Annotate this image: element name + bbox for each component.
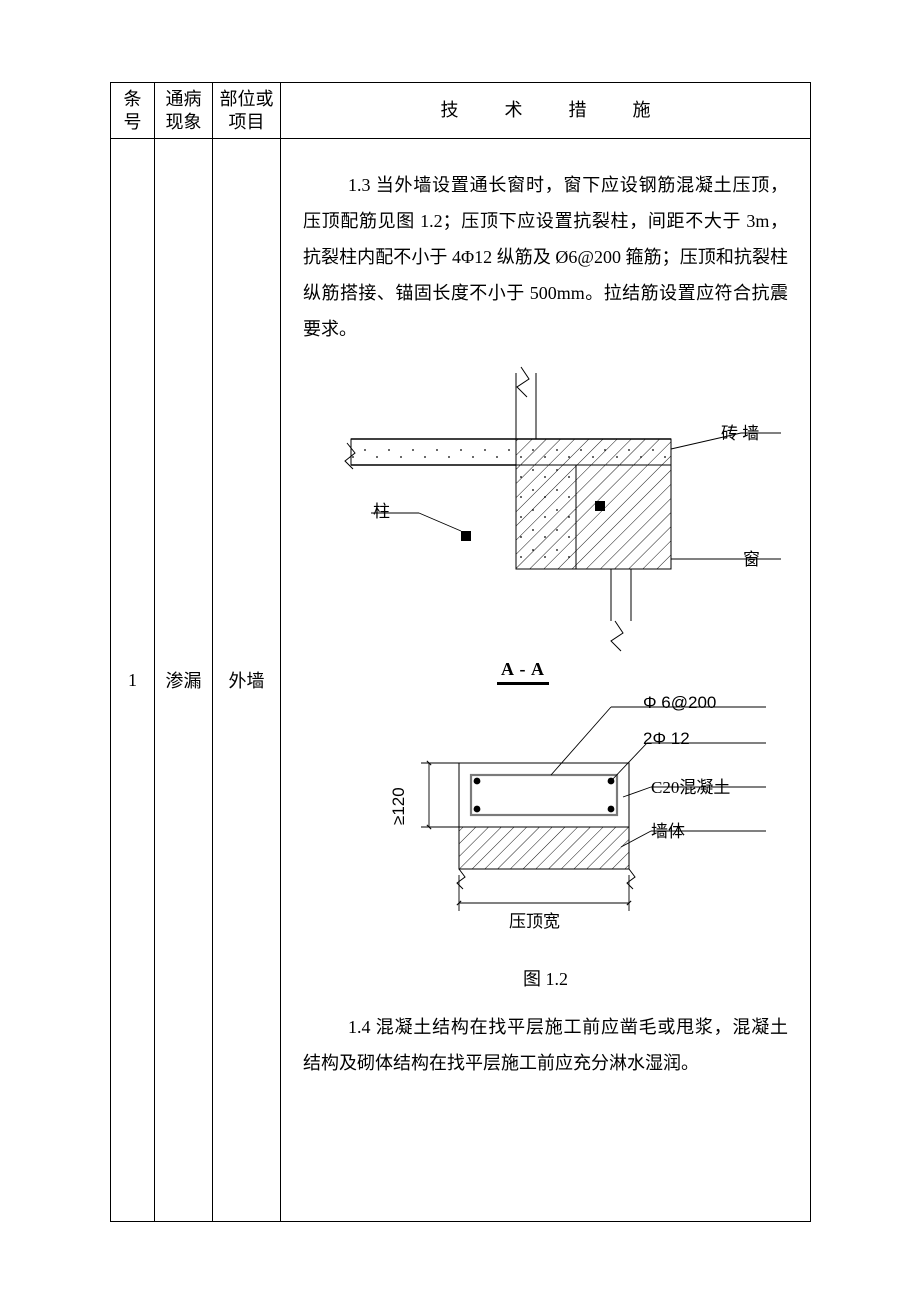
section-view-svg xyxy=(351,697,781,947)
section-view-svg-wrap: Φ 6@200 2Φ 12 C20混凝土 墙体 压顶宽 ≥120 xyxy=(351,697,781,952)
hdr-col1-l1: 条 xyxy=(111,88,154,111)
row-content: 1.3 当外墙设置通长窗时，窗下应设钢筋混凝土压顶，压顶配筋见图 1.2；压顶下… xyxy=(281,139,811,1222)
plan-view-svg-wrap: 砖 墙 柱 窗 xyxy=(311,363,791,668)
label-brick-wall: 砖 墙 xyxy=(721,419,759,444)
label-cap-width: 压顶宽 xyxy=(509,907,560,932)
hdr-col1-l2: 号 xyxy=(111,111,154,134)
content-wrap: 1.3 当外墙设置通长窗时，窗下应设钢筋混凝土压顶，压顶配筋见图 1.2；压顶下… xyxy=(281,167,810,1249)
table-header-row: 条 号 通病 现象 部位或 项目 技 术 措 施 xyxy=(111,83,811,139)
table-body-row: 1 渗漏 外墙 1.3 当外墙设置通长窗时，窗下应设钢筋混凝土压顶，压顶配筋见图… xyxy=(111,139,811,1222)
label-window: 窗 xyxy=(743,545,760,570)
row-col3: 外墙 xyxy=(213,139,281,1222)
label-wall-body: 墙体 xyxy=(651,817,685,842)
paragraph-1-4: 1.4 混凝土结构在找平层施工前应凿毛或甩浆，混凝土结构及砌体结构在找平层施工前… xyxy=(281,1009,810,1081)
hdr-col3-l2: 项目 xyxy=(213,111,280,134)
hdr-col2-l2: 现象 xyxy=(155,111,212,134)
figure-1-2: 砖 墙 柱 窗 A - A xyxy=(281,363,810,991)
row-col2: 渗漏 xyxy=(155,139,213,1222)
hdr-col-4: 技 术 措 施 xyxy=(281,83,811,139)
hdr-col-3: 部位或 项目 xyxy=(213,83,281,139)
main-table: 条 号 通病 现象 部位或 项目 技 术 措 施 1 渗漏 外墙 1.3 当外墙… xyxy=(110,82,811,1222)
paragraph-1-3: 1.3 当外墙设置通长窗时，窗下应设钢筋混凝土压顶，压顶配筋见图 1.2；压顶下… xyxy=(281,167,810,347)
hdr-col3-l1: 部位或 xyxy=(213,88,280,111)
hdr-col-1: 条 号 xyxy=(111,83,155,139)
label-cap-height: ≥120 xyxy=(389,787,409,825)
label-column: 柱 xyxy=(373,497,390,522)
hdr-col2-l1: 通病 xyxy=(155,88,212,111)
row-col1: 1 xyxy=(111,139,155,1222)
label-stirrup: Φ 6@200 xyxy=(643,693,716,713)
figure-caption: 图 1.2 xyxy=(281,965,810,991)
label-concrete: C20混凝土 xyxy=(651,773,730,798)
hdr-col4-text: 技 术 措 施 xyxy=(427,100,665,120)
section-mark-aa: A - A xyxy=(497,659,549,685)
paragraph-1-4-text: 1.4 混凝土结构在找平层施工前应凿毛或甩浆，混凝土结构及砌体结构在找平层施工前… xyxy=(303,1017,788,1073)
label-longitudinal: 2Φ 12 xyxy=(643,729,690,749)
hdr-col-2: 通病 现象 xyxy=(155,83,213,139)
paragraph-1-3-text: 1.3 当外墙设置通长窗时，窗下应设钢筋混凝土压顶，压顶配筋见图 1.2；压顶下… xyxy=(303,175,788,339)
